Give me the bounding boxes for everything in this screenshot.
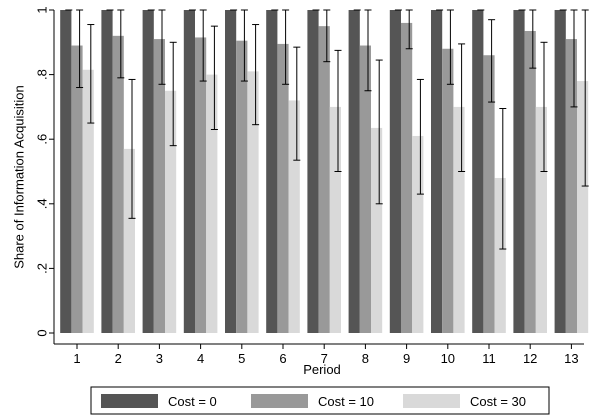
- x-tick-label: 3: [156, 351, 163, 366]
- bar: [206, 74, 218, 333]
- bar: [565, 39, 577, 333]
- bar: [153, 39, 165, 333]
- bar: [266, 10, 278, 333]
- bar: [82, 69, 94, 333]
- x-tick-label: 7: [321, 351, 328, 366]
- bar: [371, 127, 383, 334]
- bar: [225, 10, 237, 333]
- bar: [112, 35, 124, 334]
- bar: [329, 106, 341, 334]
- bar: [442, 48, 454, 333]
- bar: [483, 55, 495, 333]
- legend: Cost = 0 Cost = 10 Cost = 30: [90, 386, 550, 415]
- bar: [453, 106, 465, 334]
- bar: [142, 10, 154, 333]
- bars-layer: [60, 10, 589, 334]
- x-tick-label: 5: [238, 351, 245, 366]
- y-axis-title: Share of Information Acquisition: [12, 85, 27, 269]
- legend-swatch: [101, 394, 158, 408]
- bar: [288, 100, 300, 333]
- legend-swatch: [403, 394, 460, 408]
- x-tick-label: 8: [362, 351, 369, 366]
- y-tick-label: 1: [35, 6, 50, 13]
- bar: [348, 10, 360, 333]
- bar: [554, 10, 566, 333]
- bar: [247, 71, 259, 334]
- x-tick-label: 13: [564, 351, 578, 366]
- x-tick-label: 11: [482, 351, 496, 366]
- x-tick-label: 1: [73, 351, 80, 366]
- x-tick-label: 6: [279, 351, 286, 366]
- bar: [195, 37, 207, 333]
- x-tick-label: 9: [403, 351, 410, 366]
- y-tick-label: .8: [35, 69, 50, 80]
- bar: [165, 90, 177, 333]
- errorbars-layer: [65, 9, 589, 250]
- bar: [389, 10, 401, 333]
- bar: [123, 148, 135, 333]
- bar: [359, 45, 371, 333]
- axes-layer: 0.2.4.6.811 2 3 4 5 6 7 8 9 10 11 12 13: [35, 6, 584, 366]
- x-axis-title: Period: [303, 362, 341, 377]
- legend-swatch: [251, 394, 308, 408]
- x-tick-label: 12: [523, 351, 537, 366]
- y-tick-label: .2: [35, 263, 50, 274]
- bar: [60, 10, 72, 333]
- legend-label: Cost = 30: [470, 394, 526, 409]
- x-tick-label: 2: [115, 351, 122, 366]
- y-tick-label: 0: [35, 329, 50, 336]
- legend-label: Cost = 10: [318, 394, 374, 409]
- bar: [236, 40, 248, 333]
- x-tick-label: 4: [197, 351, 204, 366]
- bar: [71, 45, 83, 333]
- bar: [577, 81, 589, 333]
- x-tick-label: 10: [441, 351, 455, 366]
- bar: [277, 43, 289, 334]
- bar: [494, 177, 506, 333]
- bar: [318, 26, 330, 334]
- bar: [401, 22, 413, 333]
- y-tick-label: .4: [35, 198, 50, 209]
- bar: [307, 10, 319, 333]
- bar: [412, 135, 424, 333]
- y-tick-label: .6: [35, 134, 50, 145]
- bar: [524, 31, 536, 333]
- bar: [535, 106, 547, 334]
- legend-label: Cost = 0: [168, 394, 217, 409]
- bar: [513, 10, 525, 333]
- bar: [183, 10, 195, 333]
- legend-box: [90, 386, 550, 415]
- bar: [472, 10, 484, 333]
- bar: [101, 10, 113, 333]
- bar: [431, 10, 443, 333]
